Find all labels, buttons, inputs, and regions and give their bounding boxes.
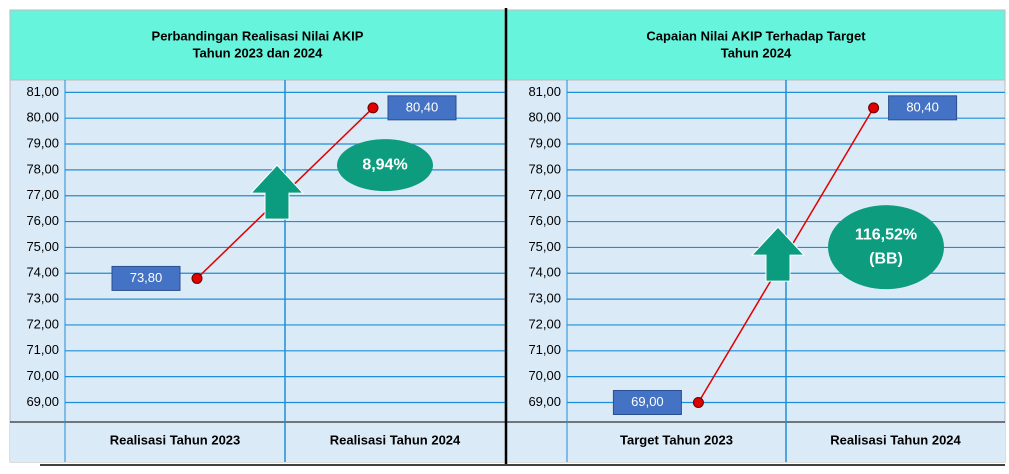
annotation: (BB) — [869, 250, 903, 267]
y-tick-label: 75,00 — [528, 239, 561, 254]
point — [191, 272, 203, 284]
y-tick-label: 72,00 — [528, 316, 561, 331]
value-box — [888, 95, 958, 121]
point — [367, 102, 379, 114]
header — [9, 9, 506, 81]
y-tick-label: 73,00 — [528, 291, 561, 306]
plot-bg — [9, 79, 506, 463]
category-label: Realisasi Tahun 2024 — [830, 432, 961, 447]
y-tick-label: 69,00 — [528, 394, 561, 409]
y-tick-label: 78,00 — [26, 161, 59, 176]
y-tick-label: 79,00 — [528, 135, 561, 150]
badge — [337, 139, 433, 192]
y-tick-label: 78,00 — [528, 161, 561, 176]
chart-title: Perbandingan Realisasi Nilai AKIP — [152, 28, 364, 43]
y-tick-label: 74,00 — [528, 265, 561, 280]
badge — [828, 205, 944, 290]
chart-title: Capaian Nilai AKIP Terhadap Target — [646, 28, 866, 43]
value-label: 73,80 — [130, 270, 163, 285]
y-tick-label: 80,00 — [528, 110, 561, 125]
category-label: Realisasi Tahun 2023 — [110, 432, 241, 447]
y-tick-label: 79,00 — [26, 135, 59, 150]
y-tick-label: 77,00 — [26, 187, 59, 202]
category-label: Realisasi Tahun 2024 — [330, 432, 461, 447]
y-tick-label: 76,00 — [26, 213, 59, 228]
y-tick-label: 77,00 — [528, 187, 561, 202]
category-label: Target Tahun 2023 — [620, 432, 733, 447]
value-box — [111, 265, 181, 291]
value-label: 69,00 — [631, 394, 664, 409]
annotation: 8,94% — [362, 156, 407, 173]
y-tick-label: 80,00 — [26, 110, 59, 125]
up-arrow — [750, 226, 806, 282]
y-tick-label: 69,00 — [26, 394, 59, 409]
point — [868, 102, 880, 114]
y-tick-label: 74,00 — [26, 265, 59, 280]
y-tick-label: 73,00 — [26, 291, 59, 306]
y-tick-label: 71,00 — [528, 342, 561, 357]
y-tick-label: 75,00 — [26, 239, 59, 254]
category-bg — [507, 422, 1005, 462]
y-tick-label: 81,00 — [26, 84, 59, 99]
category-bg — [10, 422, 505, 462]
y-tick-label: 72,00 — [26, 316, 59, 331]
y-tick-label: 76,00 — [528, 213, 561, 228]
y-tick-label: 70,00 — [528, 368, 561, 383]
value-label: 80,40 — [906, 99, 939, 114]
value-box — [387, 95, 457, 121]
value-label: 80,40 — [406, 99, 439, 114]
point — [692, 396, 704, 408]
y-tick-label: 81,00 — [528, 84, 561, 99]
y-tick-label: 71,00 — [26, 342, 59, 357]
value-box — [612, 389, 682, 415]
y-tick-label: 70,00 — [26, 368, 59, 383]
annotation: 116,52% — [855, 226, 917, 243]
up-arrow — [249, 164, 305, 220]
chart-subtitle: Tahun 2023 dan 2024 — [193, 45, 324, 60]
header — [506, 9, 1006, 81]
chart-subtitle: Tahun 2024 — [721, 45, 792, 60]
